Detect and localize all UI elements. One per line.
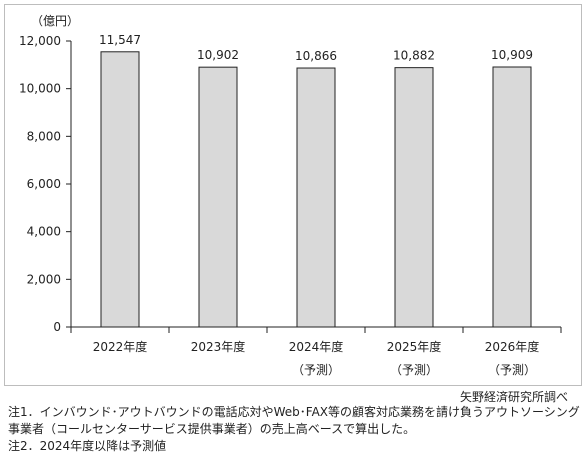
source-credit: 矢野経済研究所調べ [459,390,568,404]
footnote-2: 注2．2024年度以降は予測値 [8,439,167,453]
data-label: 11,547 [99,33,141,47]
footnote-1-line-1: 注1．インバウンド･アウトバウンドの電話応対やWeb･FAX等の顧客対応業務を請… [8,405,580,419]
y-tick-label: 4,000 [27,225,61,239]
bar [492,66,532,328]
bar [198,66,238,328]
bar [296,67,336,328]
bar-chart: （億円） 0 2,000 4,000 6,000 8,000 10,000 12,000 11,… [19,14,562,377]
footnote-1-line-2: 事業者（コールセンターサービス提供事業者）の売上高ベースで算出した。 [8,422,416,436]
x-tick-sublabel: （予測） [488,363,536,377]
x-tick-label: 2023年度 [191,339,246,354]
y-tick-label: 2,000 [27,272,61,286]
x-tick-sublabel: （予測） [292,363,340,377]
x-tick-label: 2026年度 [485,339,540,354]
x-tick-label: 2024年度 [289,339,344,354]
y-tick-label: 8,000 [27,129,61,143]
y-tick-label: 0 [53,320,61,334]
bar [100,51,140,328]
x-tick-label: 2022年度 [93,339,148,354]
y-unit-label: （億円） [31,14,79,28]
bar [394,67,434,328]
data-label: 10,902 [197,48,239,62]
data-label: 10,882 [393,49,435,63]
y-tick-label: 12,000 [19,34,61,48]
data-label: 10,866 [295,49,337,63]
chart-frame: （億円） 0 2,000 4,000 6,000 8,000 10,000 12,000 11,… [4,4,582,386]
data-label: 10,909 [491,48,533,62]
y-tick-label: 6,000 [27,177,61,191]
x-tick-label: 2025年度 [387,339,442,354]
y-tick-label: 10,000 [19,82,61,96]
footnotes: 注1．インバウンド･アウトバウンドの電話応対やWeb･FAX等の顧客対応業務を請… [8,404,580,455]
x-tick-sublabel: （予測） [390,363,438,377]
